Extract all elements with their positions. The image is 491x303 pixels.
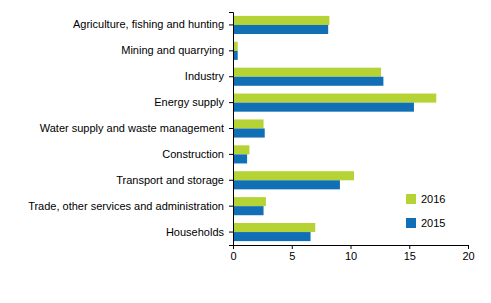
bar [233, 16, 329, 25]
legend-label: 2016 [421, 193, 445, 205]
x-tick-mark [292, 245, 293, 249]
x-tick-label: 0 [230, 250, 236, 262]
legend-item: 2016 [406, 193, 445, 205]
y-tick-label: Water supply and waste management [40, 122, 224, 134]
bar [233, 145, 249, 154]
y-tick-mark [229, 154, 233, 155]
bar [233, 129, 265, 138]
legend-swatch [406, 218, 416, 228]
y-tick-label: Energy supply [154, 96, 224, 108]
y-tick-label: Mining and quarrying [121, 44, 224, 56]
bar [233, 68, 381, 77]
x-tick: 5 [289, 245, 295, 262]
y-tick: Agriculture, fishing and hunting [73, 18, 233, 30]
y-tick: Industry [185, 70, 233, 82]
y-tick-label: Trade, other services and administration [28, 200, 224, 212]
x-tick: 20 [462, 245, 474, 262]
x-tick-label: 15 [404, 250, 416, 262]
y-tick-label: Agriculture, fishing and hunting [73, 18, 224, 30]
y-tick-mark [229, 102, 233, 103]
legend-item: 2015 [406, 217, 445, 229]
y-axis-line [229, 13, 234, 246]
plot: 0 5 10 15 20 Agriculture, fishing and hunting… [28, 13, 474, 262]
x-tick: 15 [404, 245, 416, 262]
bar [233, 119, 264, 128]
bar [233, 223, 315, 232]
legend: 2016 2015 [406, 193, 445, 229]
x-tick-mark [409, 245, 410, 249]
y-tick-label: Households [166, 226, 225, 238]
x-tick: 0 [230, 245, 236, 262]
x-axis: 0 5 10 15 20 [230, 245, 474, 262]
y-tick-mark [229, 180, 233, 181]
y-tick-mark [229, 206, 233, 207]
bar [233, 206, 264, 215]
x-tick-label: 20 [462, 250, 474, 262]
bar [233, 232, 311, 241]
y-tick-mark [229, 24, 233, 25]
x-tick-label: 10 [345, 250, 357, 262]
x-tick: 10 [345, 245, 357, 262]
y-tick-mark [229, 50, 233, 51]
bar [233, 25, 328, 34]
bar [233, 103, 414, 112]
y-tick-mark [229, 76, 233, 77]
bar [233, 180, 340, 189]
bars [233, 16, 436, 241]
y-tick: Transport and storage [116, 174, 233, 186]
y-tick: Construction [162, 148, 233, 160]
legend-label: 2015 [421, 217, 445, 229]
y-tick-mark [229, 128, 233, 129]
y-tick: Households [166, 226, 233, 238]
chart: 0 5 10 15 20 Agriculture, fishing and hunting… [0, 0, 491, 303]
y-tick-label: Transport and storage [116, 174, 224, 186]
y-axis: Agriculture, fishing and hunting Mining a… [28, 13, 233, 246]
bar [233, 171, 354, 180]
bar [233, 197, 266, 206]
bar [233, 94, 436, 103]
y-tick: Water supply and waste management [40, 122, 233, 134]
x-tick-label: 5 [289, 250, 295, 262]
bar [233, 154, 247, 163]
y-tick-label: Construction [162, 148, 224, 160]
y-tick: Trade, other services and administration [28, 200, 233, 212]
x-tick-mark [351, 245, 352, 249]
y-tick: Energy supply [154, 96, 233, 108]
y-tick-mark [229, 232, 233, 233]
y-tick-label: Industry [185, 70, 225, 82]
bar [233, 77, 383, 86]
x-tick-mark [468, 245, 469, 249]
x-axis-line [234, 246, 469, 250]
y-tick: Mining and quarrying [121, 44, 233, 56]
legend-swatch [406, 194, 416, 204]
